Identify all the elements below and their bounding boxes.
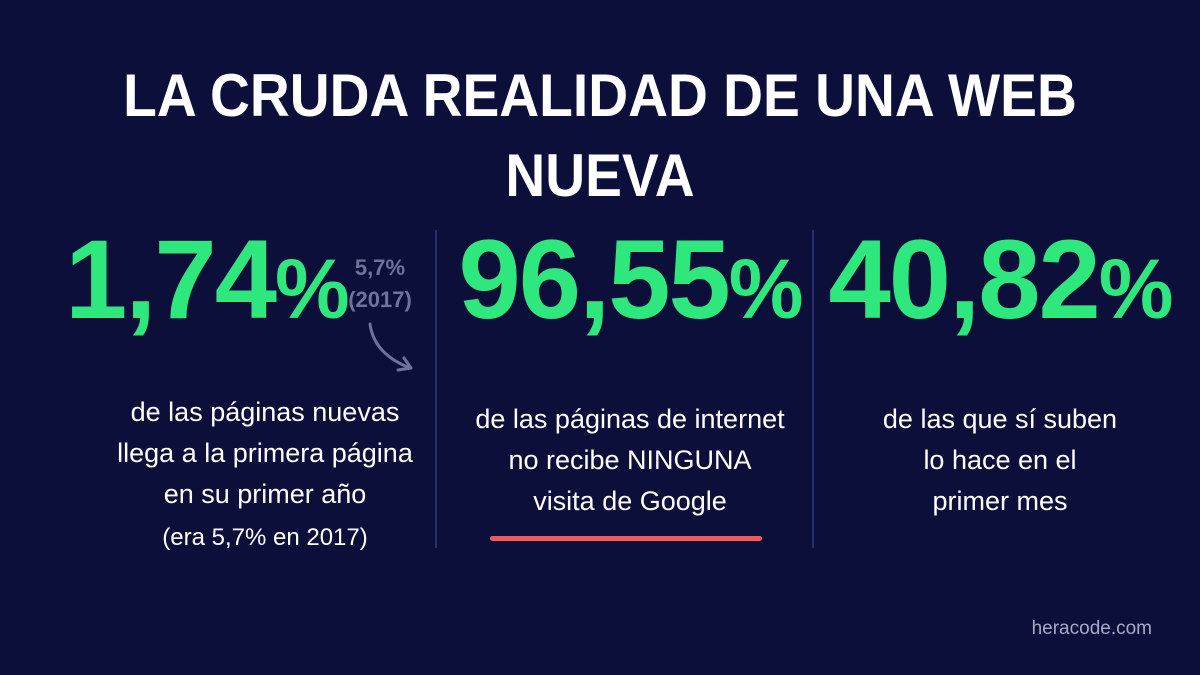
stat-value: 40,82% bbox=[815, 220, 1185, 349]
description-line: de las páginas nuevas bbox=[130, 397, 400, 427]
stat-number: 96,55 bbox=[458, 217, 731, 342]
previous-value-callout: 5,7% (2017) bbox=[340, 252, 420, 316]
stat-number: 40,82 bbox=[828, 217, 1101, 342]
stat-unit: % bbox=[728, 242, 804, 336]
stat-description: de las páginas nuevas llega a la primera… bbox=[45, 392, 485, 557]
previous-value: 5,7% bbox=[354, 255, 406, 280]
highlight-underline bbox=[490, 536, 762, 541]
brand-watermark: heracode.com bbox=[1031, 618, 1152, 639]
description-line: lo hace en el bbox=[923, 445, 1077, 475]
stat-note: (era 5,7% en 2017) bbox=[162, 524, 368, 551]
stat-value: 1,74% bbox=[65, 217, 350, 349]
page-title: LA CRUDA REALIDAD DE UNA WEB NUEVA bbox=[123, 62, 1077, 209]
stat-description: de las páginas de internet no recibe NIN… bbox=[445, 399, 815, 522]
column-divider bbox=[812, 230, 814, 548]
description-line: llega a la primera página bbox=[117, 438, 413, 468]
description-line: no recibe NINGUNA bbox=[508, 445, 752, 475]
column-divider bbox=[435, 230, 437, 548]
description-line: primer mes bbox=[932, 486, 1068, 516]
description-line: de las que sí suben bbox=[882, 404, 1118, 434]
stat-unit: % bbox=[274, 242, 350, 336]
previous-year: (2017) bbox=[348, 287, 412, 312]
description-line: visita de Google bbox=[533, 486, 727, 516]
stat-number: 1,74 bbox=[65, 217, 277, 342]
curved-arrow-icon bbox=[368, 322, 413, 372]
stat-description: de las que sí suben lo hace en el primer… bbox=[815, 399, 1185, 522]
stat-card-no-visits: 96,55% de las páginas de internet no rec… bbox=[445, 220, 815, 522]
stat-card-first-month: 40,82% de las que sí suben lo hace en el… bbox=[815, 220, 1185, 522]
description-line: de las páginas de internet bbox=[475, 404, 785, 434]
description-line: en su primer año bbox=[163, 479, 367, 509]
stat-value: 96,55% bbox=[445, 220, 815, 349]
stat-unit: % bbox=[1098, 242, 1174, 336]
